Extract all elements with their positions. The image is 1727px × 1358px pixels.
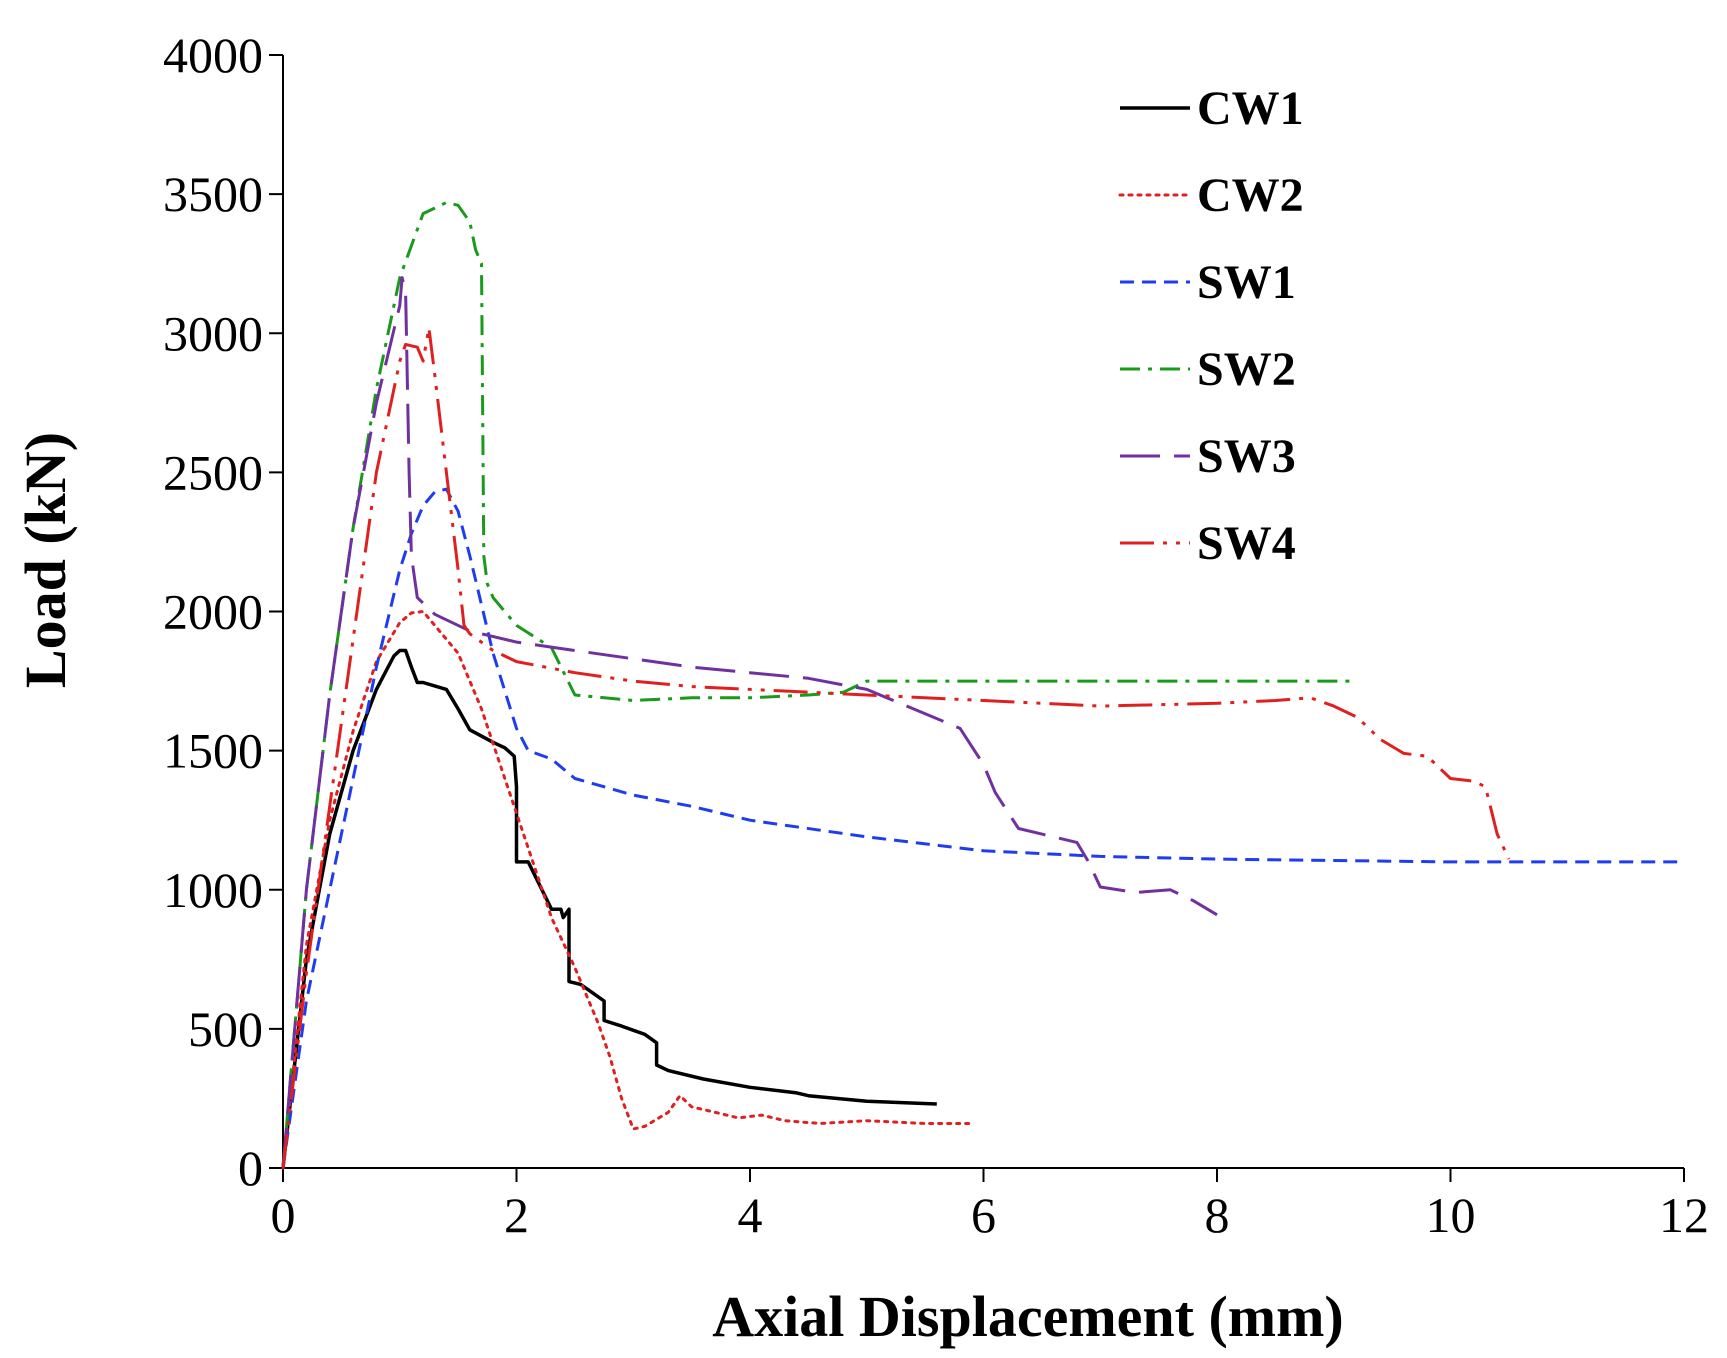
series-line-sw4 (281, 326, 1511, 1169)
series-line-sw3 (281, 276, 1218, 1169)
legend-item-sw4: SW4 (1120, 517, 1296, 570)
x-tick-label: 10 (1426, 1187, 1476, 1243)
legend-item-cw2: CW2 (1118, 169, 1304, 222)
y-tick-label: 500 (188, 1001, 263, 1057)
y-tick-label: 3500 (163, 166, 263, 222)
legend: CW1 CW2 SW1 SW2 SW3 SW4 (1118, 82, 1304, 570)
series-line-cw2 (281, 610, 974, 1170)
legend-label-sw4: SW4 (1197, 517, 1296, 570)
y-tick-label: 2500 (163, 444, 263, 500)
legend-label-sw1: SW1 (1197, 256, 1296, 309)
legend-item-cw1: CW1 (1120, 82, 1304, 135)
x-tick-label: 4 (738, 1187, 763, 1243)
x-tick-label: 0 (271, 1187, 296, 1243)
legend-label-cw1: CW1 (1197, 82, 1304, 135)
y-tick-label: 2000 (163, 584, 263, 640)
legend-label-cw2: CW2 (1197, 169, 1304, 222)
legend-item-sw2: SW2 (1120, 343, 1296, 396)
x-tick-label: 6 (971, 1187, 996, 1243)
series-line-sw1 (281, 487, 1684, 1169)
legend-label-sw2: SW2 (1197, 343, 1296, 396)
y-tick-label: 0 (238, 1140, 263, 1196)
y-tick-label: 1000 (163, 862, 263, 918)
y-tick-label: 3000 (163, 305, 263, 361)
legend-label-sw3: SW3 (1197, 430, 1296, 483)
x-tick-label: 2 (504, 1187, 529, 1243)
legend-item-sw1: SW1 (1120, 256, 1296, 309)
y-axis-title: Load (kN) (13, 432, 78, 688)
y-tick-label: 1500 (163, 723, 263, 779)
axes-layer: 0 500 1000 1500 2000 2500 3000 3500 4000 0 2 4 6 8 10 1… (163, 27, 1709, 1243)
series-layer (281, 201, 1684, 1170)
legend-item-sw3: SW3 (1120, 430, 1296, 483)
x-tick-label: 12 (1659, 1187, 1709, 1243)
y-tick-label: 4000 (163, 27, 263, 83)
x-axis-title: Axial Displacement (mm) (712, 1284, 1343, 1349)
series-line-sw2 (281, 201, 1358, 1169)
series-line-cw1 (281, 648, 937, 1169)
x-tick-label: 8 (1205, 1187, 1230, 1243)
